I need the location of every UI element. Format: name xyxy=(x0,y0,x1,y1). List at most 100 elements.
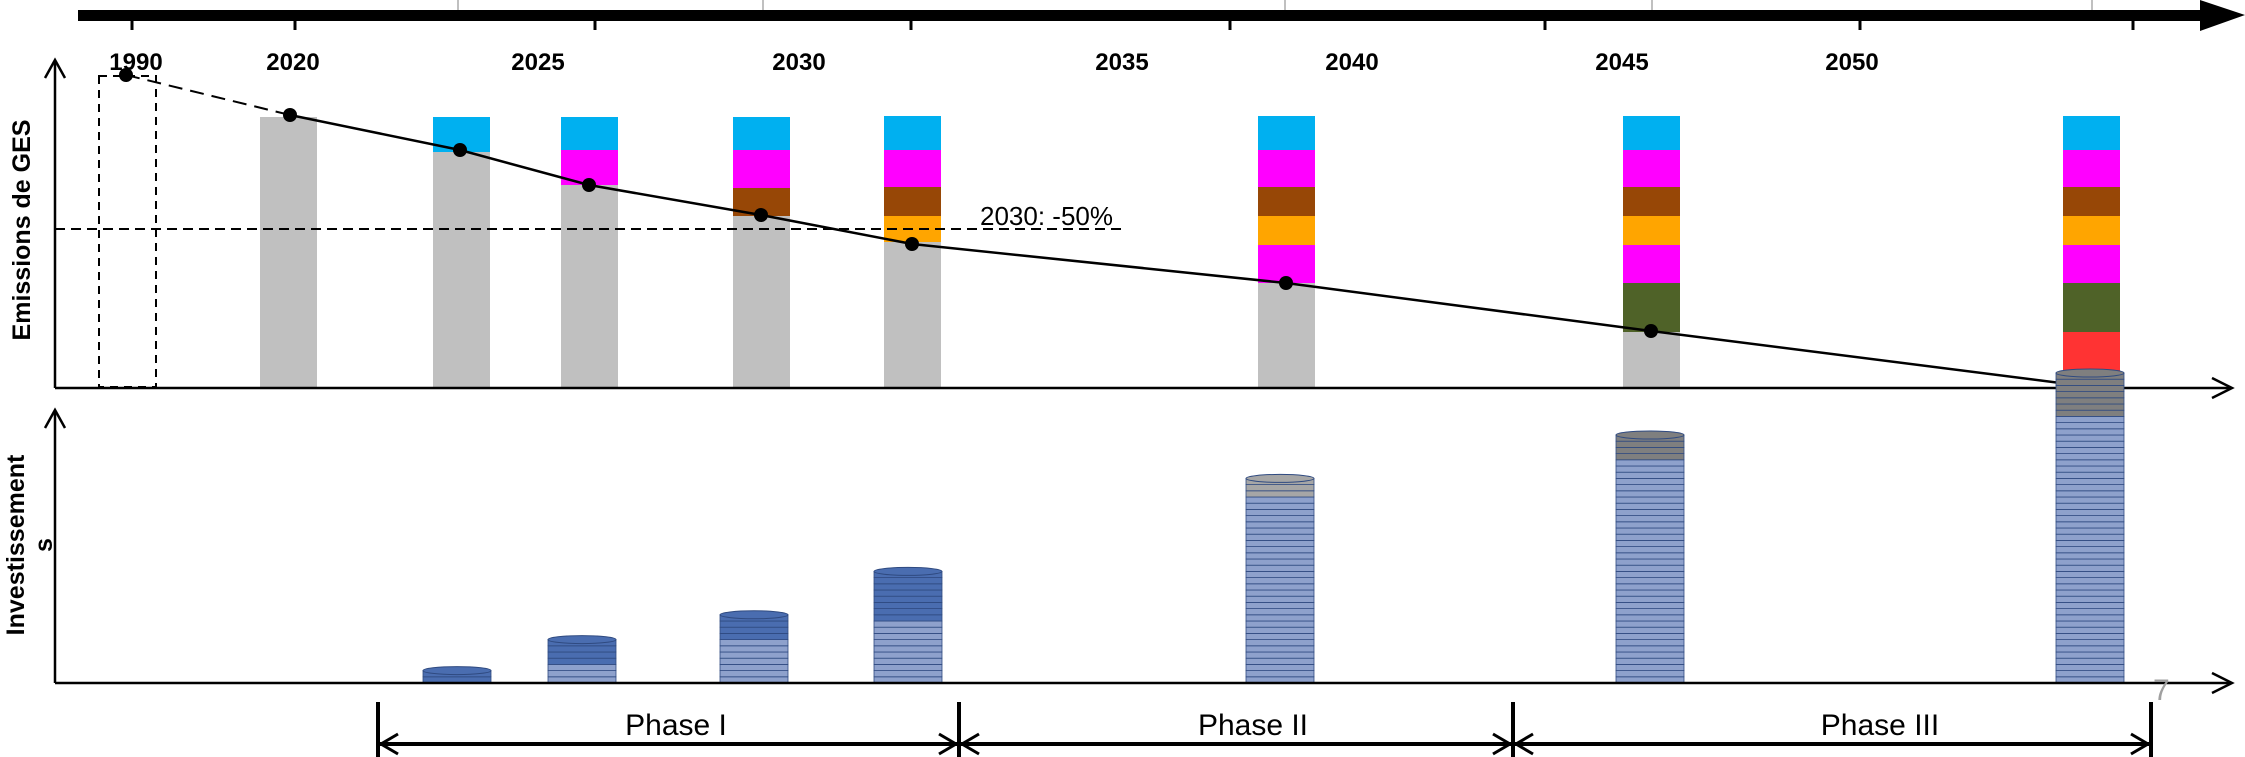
coin xyxy=(2055,391,2125,399)
coin xyxy=(2055,552,2125,560)
timeline-bar xyxy=(78,10,2208,21)
coin xyxy=(2055,422,2125,430)
coin xyxy=(873,620,943,628)
coin xyxy=(1615,471,1685,479)
coin xyxy=(1615,484,1685,492)
coin xyxy=(1245,657,1315,665)
coin xyxy=(719,626,789,634)
coin xyxy=(2055,508,2125,516)
coin xyxy=(873,577,943,585)
coin-stack xyxy=(1615,430,1685,684)
coin xyxy=(1615,595,1685,603)
phase-1-arrow: Phase I xyxy=(378,709,959,756)
investment-axis-label: Investissement xyxy=(2,454,30,635)
coin xyxy=(1245,540,1315,548)
coin xyxy=(873,664,943,672)
coin-top xyxy=(2055,368,2125,378)
coin xyxy=(1615,589,1685,597)
coin xyxy=(2055,664,2125,672)
year-label: 2050 xyxy=(1825,49,1878,76)
coin xyxy=(547,651,617,659)
coin xyxy=(1615,453,1685,461)
coin xyxy=(1615,540,1685,548)
coin xyxy=(2055,477,2125,485)
phase-3-arrow: Phase III xyxy=(1513,709,2151,756)
coin xyxy=(1615,502,1685,510)
bar-2046 xyxy=(1623,116,1680,387)
coin xyxy=(2055,484,2125,492)
coin xyxy=(719,664,789,672)
coin xyxy=(719,633,789,641)
coin xyxy=(2055,614,2125,622)
trajectory-line xyxy=(289,113,2093,389)
coin xyxy=(1615,465,1685,473)
coin-stack xyxy=(422,666,492,684)
coin xyxy=(1245,546,1315,554)
coin xyxy=(1245,583,1315,591)
coin xyxy=(873,589,943,597)
coin xyxy=(873,645,943,653)
coin xyxy=(1615,670,1685,678)
emissions-axis-label: Emissions de GES xyxy=(8,120,36,341)
bar-2032 xyxy=(884,116,941,387)
coin xyxy=(719,670,789,678)
baseline-1990-box xyxy=(98,75,157,388)
coin xyxy=(719,639,789,647)
coin xyxy=(1245,552,1315,560)
coin xyxy=(1615,571,1685,579)
coin xyxy=(873,633,943,641)
coin xyxy=(2055,583,2125,591)
coin xyxy=(1245,490,1315,498)
coin xyxy=(547,664,617,672)
coin xyxy=(2055,515,2125,523)
coin xyxy=(873,595,943,603)
timeline-arrowhead xyxy=(2200,0,2245,31)
coin xyxy=(2055,633,2125,641)
phase-2-label: Phase II xyxy=(1198,709,1308,742)
emissions-x-arrowhead xyxy=(2211,376,2235,400)
coin xyxy=(1245,614,1315,622)
coin-top xyxy=(422,666,492,676)
coin xyxy=(873,657,943,665)
coin xyxy=(1615,577,1685,585)
coin xyxy=(1245,484,1315,492)
coin xyxy=(1615,496,1685,504)
year-label: 1990 xyxy=(109,49,162,76)
coin xyxy=(2055,428,2125,436)
bar-2029 xyxy=(733,117,790,387)
coin xyxy=(1615,664,1685,672)
coin xyxy=(2055,651,2125,659)
coin xyxy=(1245,639,1315,647)
coin xyxy=(2055,453,2125,461)
coin xyxy=(1245,527,1315,535)
phase-3-label: Phase III xyxy=(1821,709,1939,742)
coin xyxy=(1615,626,1685,634)
coin xyxy=(1245,664,1315,672)
coin xyxy=(873,608,943,616)
coin xyxy=(1615,657,1685,665)
coin-top xyxy=(1245,473,1315,483)
coin xyxy=(2055,527,2125,535)
coin xyxy=(1615,508,1685,516)
coin xyxy=(1615,552,1685,560)
year-label: 2025 xyxy=(511,49,564,76)
phase-1-label: Phase I xyxy=(625,709,727,742)
coin xyxy=(1245,508,1315,516)
coin xyxy=(2055,446,2125,454)
timeline xyxy=(78,0,2245,31)
coin xyxy=(1245,502,1315,510)
coin xyxy=(2055,620,2125,628)
coin xyxy=(2055,626,2125,634)
coin xyxy=(2055,577,2125,585)
coin xyxy=(1615,614,1685,622)
coin xyxy=(1615,446,1685,454)
coin xyxy=(1245,608,1315,616)
coin xyxy=(1615,515,1685,523)
coin xyxy=(1615,645,1685,653)
coin xyxy=(2055,440,2125,448)
investment-y-arrowhead xyxy=(43,407,67,429)
coin xyxy=(2055,490,2125,498)
coin-stack xyxy=(547,635,617,684)
coin xyxy=(1615,633,1685,641)
